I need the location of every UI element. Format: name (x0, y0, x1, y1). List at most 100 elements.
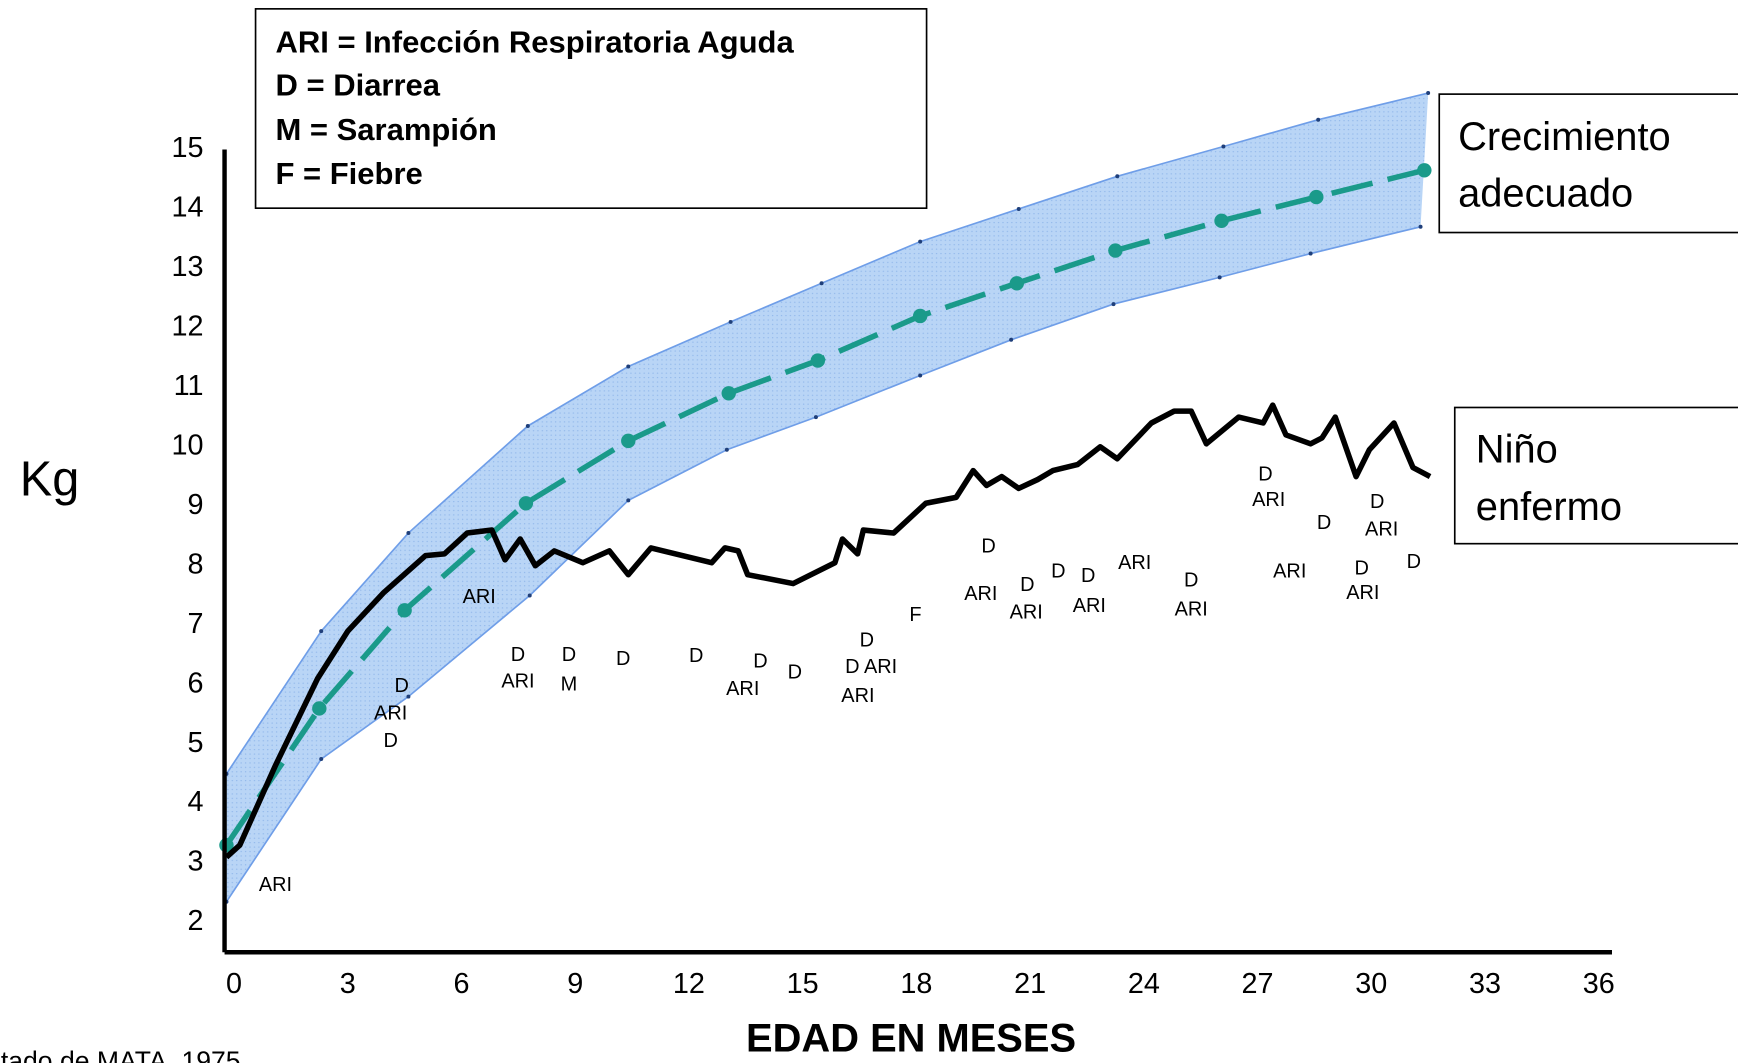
annotation: D (753, 650, 767, 672)
annotation: ARI (463, 586, 496, 608)
median-point (1214, 213, 1229, 229)
annotation: D (981, 535, 995, 557)
band-point (728, 319, 733, 324)
annotation: D (1051, 561, 1065, 583)
band-point (918, 239, 923, 244)
annotation: D ARI (845, 656, 897, 678)
annotation: ARI (1073, 595, 1106, 617)
annotation: ARI (259, 874, 292, 896)
band-point (406, 694, 411, 699)
y-tick-label: 2 (188, 905, 204, 937)
median-point (1309, 189, 1324, 205)
annotation: ARI (964, 583, 997, 605)
annotation: D (1258, 463, 1272, 485)
annotation: ARI (1252, 489, 1285, 511)
median-point (397, 603, 412, 618)
band-point (819, 281, 824, 286)
x-tick-label: 24 (1128, 968, 1160, 1000)
median-point (810, 353, 826, 368)
band-point (1115, 174, 1120, 179)
band-point (1016, 206, 1021, 211)
x-tick-label: 30 (1355, 968, 1387, 1000)
y-tick-label: 12 (172, 310, 204, 342)
annotation: D (1081, 565, 1095, 587)
band-point (319, 757, 324, 762)
median-point (721, 386, 736, 401)
band-point (525, 424, 530, 428)
annotation: ARI (501, 670, 534, 692)
annotation: D (383, 730, 397, 752)
x-tick-label: 33 (1469, 968, 1501, 1000)
band-point (813, 415, 818, 420)
y-tick-label: 5 (188, 727, 204, 759)
annotation: D (395, 675, 409, 697)
annotation: ARI (1175, 598, 1208, 620)
growth-label-box (1438, 93, 1738, 234)
band-point (1308, 251, 1313, 256)
band-point (724, 447, 729, 452)
child-line (224, 402, 1432, 860)
x-tick-label: 0 (226, 968, 242, 1000)
annotation: D (1355, 557, 1369, 579)
band-point (626, 364, 631, 369)
x-tick-label: 12 (673, 968, 705, 1000)
y-tick-label: 8 (188, 548, 204, 580)
y-tick-label: 14 (172, 192, 204, 224)
y-tick-label: 11 (174, 370, 204, 402)
median-point (1108, 243, 1123, 258)
legend-line: M = Sarampión (275, 112, 496, 147)
band-point (1217, 275, 1222, 280)
growth-label: adecuado (1458, 172, 1633, 216)
annotation: D (788, 661, 802, 683)
median-point (518, 496, 534, 511)
annotation: M (561, 674, 578, 696)
median-point (1417, 163, 1432, 178)
legend-line: ARI = Infección Respiratoria Aguda (275, 24, 794, 59)
annotation: D (689, 645, 703, 667)
annotation: D (1317, 512, 1331, 534)
growth-label: Crecimiento (1458, 115, 1671, 159)
annotation: D (616, 648, 630, 670)
legend-box (254, 8, 928, 210)
annotation: ARI (841, 685, 874, 707)
child-label-box (1453, 406, 1738, 545)
annotation: D (1020, 574, 1034, 596)
legend-line: F = Fiebre (275, 156, 422, 191)
annotation: D (511, 644, 525, 666)
legend-line: D = Diarrea (275, 68, 440, 103)
band-point (1426, 90, 1431, 95)
annotation: ARI (1365, 519, 1398, 541)
band-point (527, 593, 532, 598)
x-tick-label: 27 (1242, 968, 1274, 1000)
x-tick-label: 9 (567, 968, 583, 1000)
y-axis-label: Kg (20, 453, 80, 507)
source: tado de MATA, 1975 (1, 1046, 241, 1063)
x-tick-label: 3 (340, 968, 356, 1000)
median-point (312, 701, 327, 716)
annotation: ARI (374, 702, 407, 724)
x-tick-label: 21 (1014, 968, 1046, 1000)
y-tick-label: 6 (188, 667, 204, 699)
annotation: D (1184, 570, 1198, 592)
median-point (621, 433, 636, 449)
band-point (1009, 337, 1014, 342)
median-point (1009, 276, 1025, 291)
child-label: Niño (1476, 427, 1558, 471)
band-point (319, 629, 324, 634)
x-tick-label: 18 (900, 968, 932, 1000)
band-point (1111, 302, 1116, 307)
annotation: ARI (1010, 602, 1043, 624)
y-tick-label: 4 (188, 786, 204, 818)
y-tick-label: 9 (188, 489, 204, 521)
annotation: D (562, 644, 576, 666)
annotation: D (1407, 551, 1421, 573)
band-point (1221, 144, 1226, 149)
child-label: enfermo (1476, 485, 1622, 529)
band-point (918, 373, 923, 378)
band-point (1418, 224, 1423, 229)
band-fill (226, 93, 1429, 902)
x-axis-label: EDAD EN MESES (746, 1016, 1076, 1060)
y-tick-label: 10 (172, 429, 204, 461)
